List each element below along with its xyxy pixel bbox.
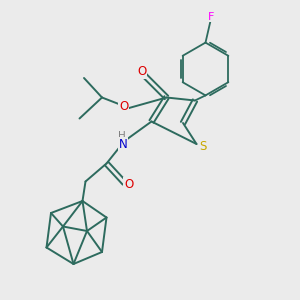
Text: O: O (124, 178, 134, 191)
Text: H: H (118, 130, 125, 141)
Text: N: N (118, 137, 127, 151)
Text: O: O (137, 65, 146, 78)
Text: O: O (119, 100, 128, 113)
Text: S: S (200, 140, 207, 153)
Text: F: F (208, 11, 215, 22)
